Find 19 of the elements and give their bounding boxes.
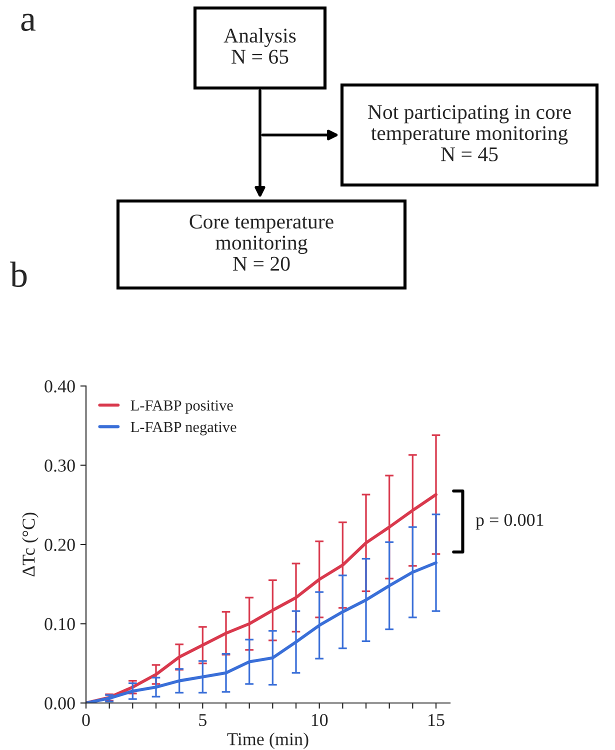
text: b: [10, 262, 27, 288]
text: Not participating in core temperature monitoring N = 45: [368, 105, 571, 162]
y-axis-title: ΔTc (°C): [22, 512, 38, 576]
x-tick-label: 10: [312, 714, 328, 726]
x-tick-label: 15: [428, 714, 444, 726]
text: p = 0.001: [476, 514, 544, 530]
y-tick-label: 0.30: [44, 460, 75, 472]
legend-label: L-FABP negative: [130, 422, 236, 436]
text: Core temperature monitoring N = 20: [190, 214, 334, 271]
y-tick-label: 0.00: [44, 697, 75, 710]
x-tick-label: 0: [82, 714, 90, 726]
y-tick-label: 0.20: [44, 538, 75, 552]
x-axis-title: Time (min): [227, 732, 308, 749]
y-tick-label: 0.40: [44, 380, 75, 393]
legend-label: L-FABP positive: [130, 400, 233, 414]
y-tick-label: 0.10: [44, 618, 75, 630]
text: a: [21, 14, 36, 32]
x-tick-label: 5: [199, 714, 206, 726]
text: Analysis N = 65: [224, 28, 296, 64]
